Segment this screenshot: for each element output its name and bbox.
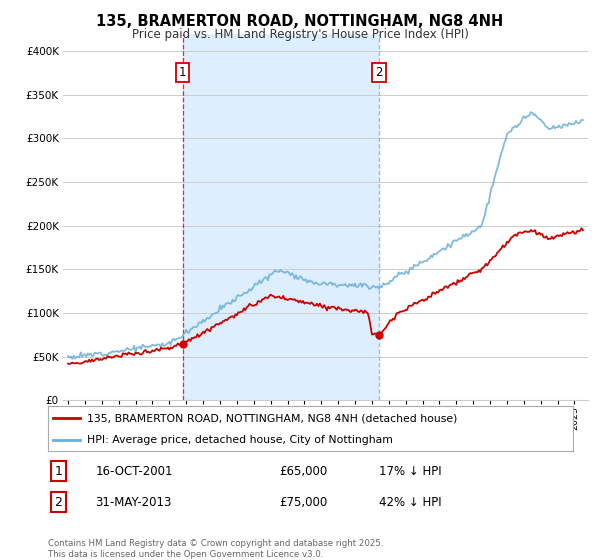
Text: 17% ↓ HPI: 17% ↓ HPI: [379, 465, 442, 478]
Text: 42% ↓ HPI: 42% ↓ HPI: [379, 496, 442, 509]
Text: 16-OCT-2001: 16-OCT-2001: [95, 465, 173, 478]
Text: 31-MAY-2013: 31-MAY-2013: [95, 496, 172, 509]
Text: 2: 2: [375, 67, 383, 80]
Text: 135, BRAMERTON ROAD, NOTTINGHAM, NG8 4NH (detached house): 135, BRAMERTON ROAD, NOTTINGHAM, NG8 4NH…: [88, 413, 458, 423]
Text: HPI: Average price, detached house, City of Nottingham: HPI: Average price, detached house, City…: [88, 435, 393, 445]
Text: 135, BRAMERTON ROAD, NOTTINGHAM, NG8 4NH: 135, BRAMERTON ROAD, NOTTINGHAM, NG8 4NH: [97, 14, 503, 29]
Bar: [182, 34, 379, 400]
Text: 2: 2: [54, 496, 62, 509]
Text: 1: 1: [54, 465, 62, 478]
Text: £65,000: £65,000: [279, 465, 327, 478]
Text: Price paid vs. HM Land Registry's House Price Index (HPI): Price paid vs. HM Land Registry's House …: [131, 28, 469, 41]
Text: £75,000: £75,000: [279, 496, 327, 509]
Text: Contains HM Land Registry data © Crown copyright and database right 2025.
This d: Contains HM Land Registry data © Crown c…: [48, 539, 383, 559]
Text: 1: 1: [179, 67, 187, 80]
